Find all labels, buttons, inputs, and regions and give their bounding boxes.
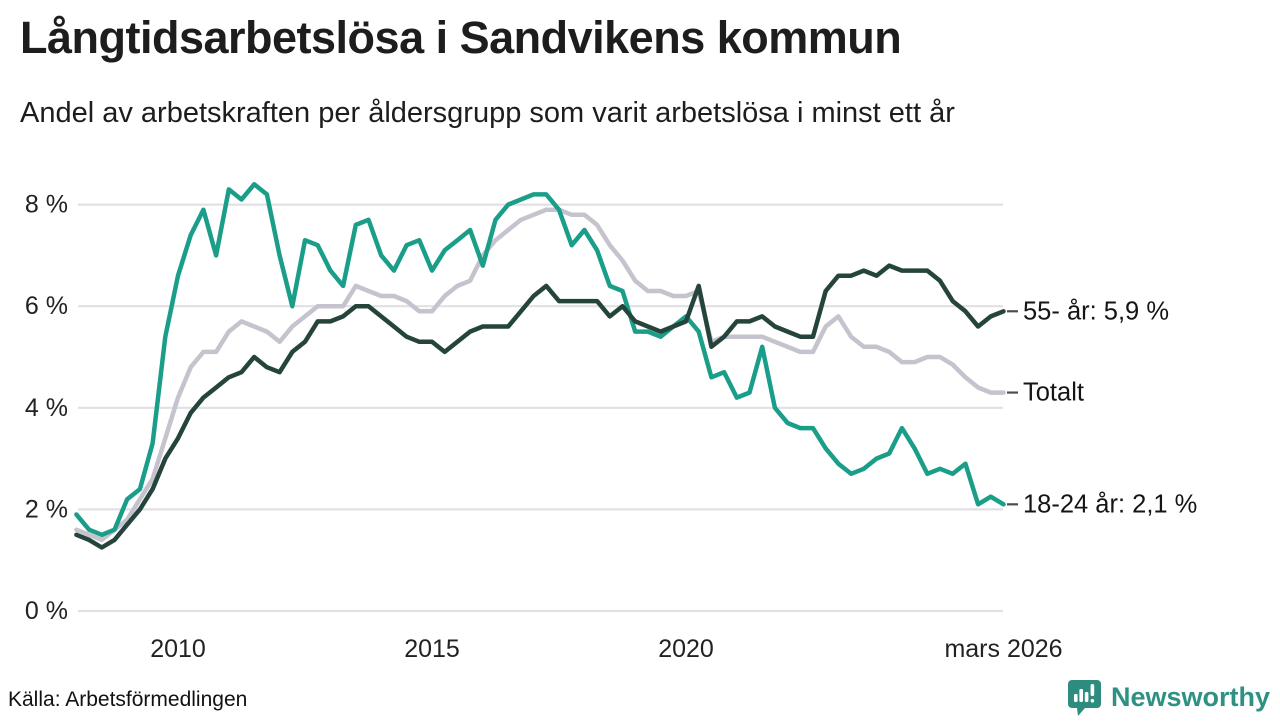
x-axis-tick-label: 2010 <box>150 635 206 663</box>
y-axis-tick-label: 2 % <box>25 495 68 523</box>
page-title: Långtidsarbetslösa i Sandvikens kommun <box>20 12 902 63</box>
series-line-18-24-r <box>74 182 1006 538</box>
chart-subtitle: Andel av arbetskraften per åldersgrupp s… <box>20 97 955 129</box>
y-axis-tick-label: 0 % <box>25 597 68 625</box>
x-axis-tick-label: 2015 <box>404 635 460 663</box>
series-line-totalt <box>74 207 1006 543</box>
newsworthy-wordmark: Newsworthy <box>1110 681 1270 712</box>
series-end-label: 18-24 år: 2,1 % <box>1023 490 1197 518</box>
series-end-label: 55- år: 5,9 % <box>1023 297 1169 325</box>
series-end-label: Totalt <box>1023 379 1084 407</box>
source-text: Källa: Arbetsförmedlingen <box>8 688 248 711</box>
y-axis-tick-label: 6 % <box>25 292 68 320</box>
newsworthy-pin-barchart-icon <box>1066 678 1103 716</box>
newsworthy-logo[interactable]: Newsworthy <box>1066 678 1270 716</box>
y-axis-tick-label: 8 % <box>25 191 68 219</box>
x-axis-tick-label: 2020 <box>658 635 714 663</box>
series-line-55-r <box>74 263 1006 550</box>
y-axis-tick-label: 4 % <box>25 394 68 422</box>
x-axis-tick-label: mars 2026 <box>944 635 1062 663</box>
